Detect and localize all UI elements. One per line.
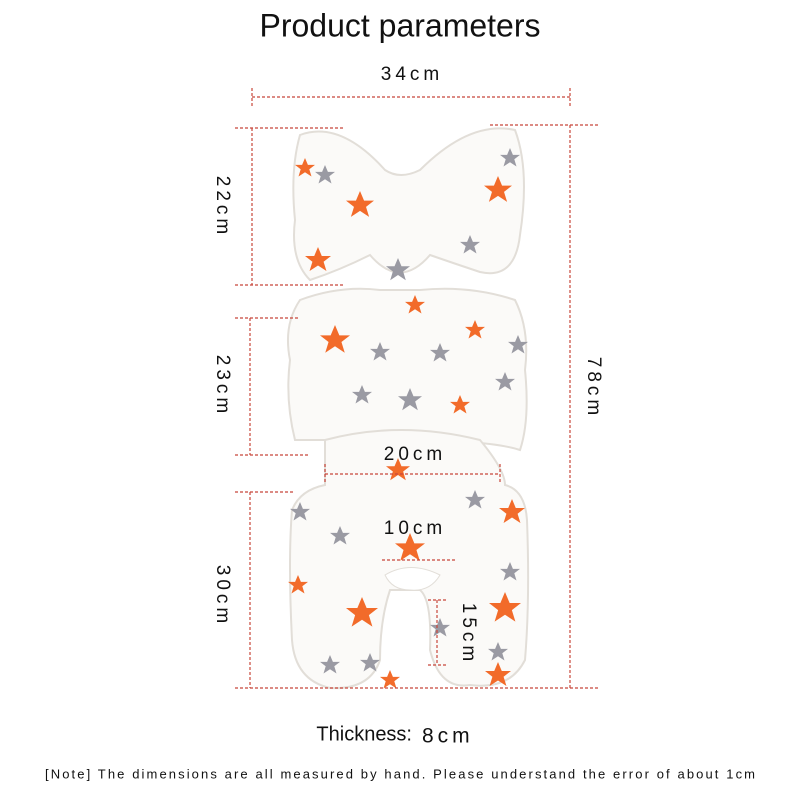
body-label: 23cm [212,355,233,417]
head-label: 22cm [212,176,233,238]
thickness-label: Thickness: [316,723,412,745]
total-label: 78cm [583,357,604,419]
seat-label: 30cm [212,565,233,627]
dimension-lines [235,88,600,689]
title: Product parameters [259,7,540,43]
crotch-width-label: 10cm [384,518,446,539]
cushion [287,127,530,690]
width-label: 34cm [381,64,443,85]
waist-label: 20cm [384,444,446,465]
crotch-length-label: 15cm [458,603,479,665]
note: [Note] The dimensions are all measured b… [45,766,755,781]
thickness-value: 8cm [422,725,474,748]
